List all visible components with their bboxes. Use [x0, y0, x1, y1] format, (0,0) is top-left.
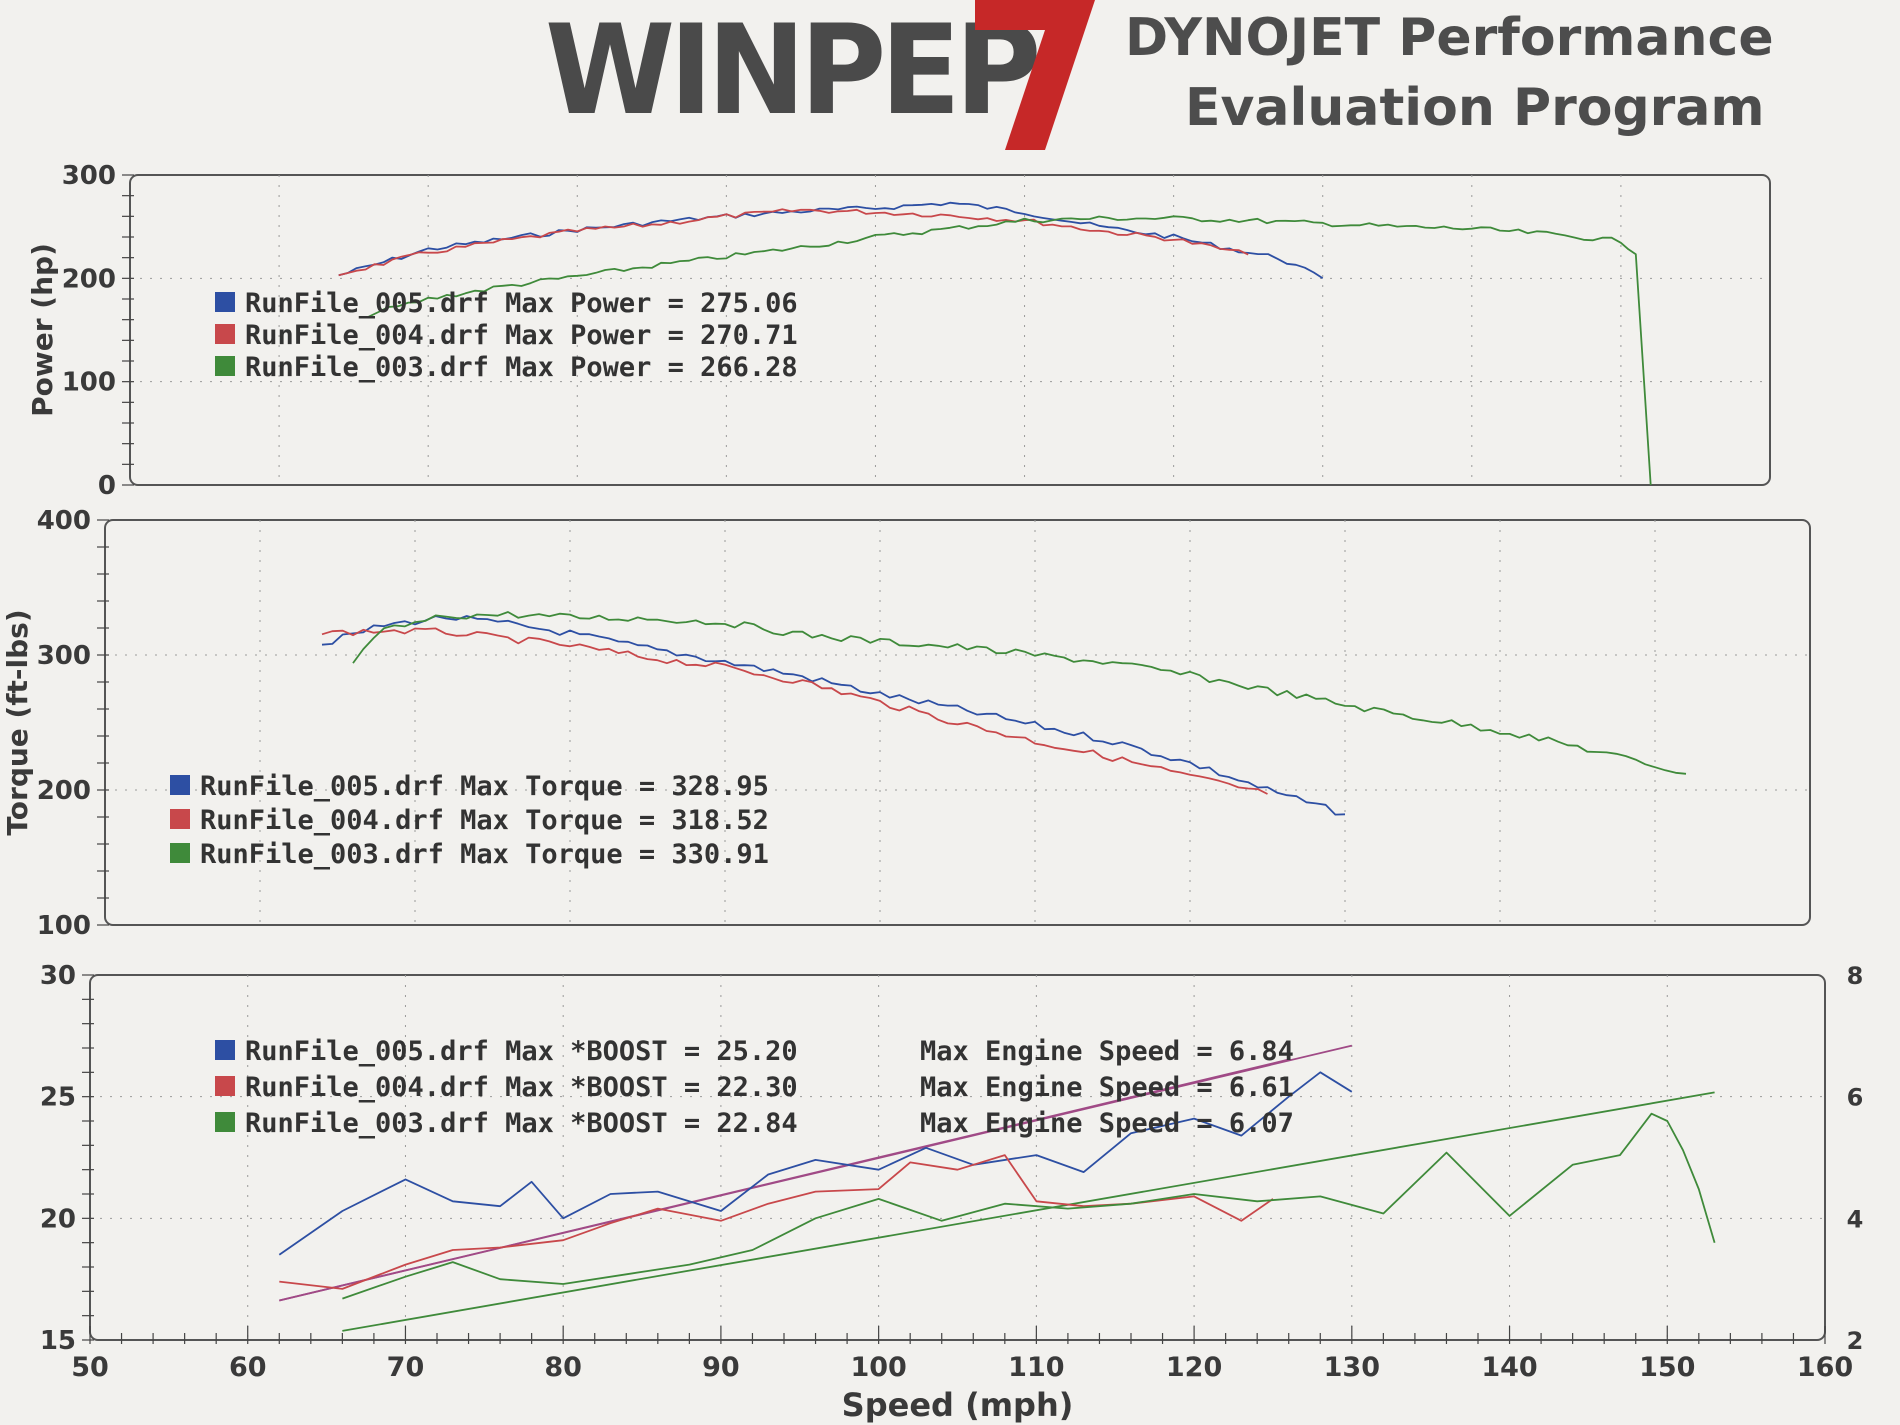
dynojet-title: DYNOJET Performance [1125, 8, 1774, 68]
y-tick-label: 20 [40, 1204, 76, 1234]
x-tick-label: 140 [1481, 1352, 1537, 1383]
y-tick-label: 100 [62, 368, 116, 398]
legend-swatch [215, 1040, 235, 1060]
y-tick-label: 100 [37, 911, 91, 941]
x-tick-label: 100 [850, 1352, 906, 1383]
x-tick-label: 80 [544, 1352, 582, 1383]
y-tick-label: 400 [37, 506, 91, 536]
legend-label: RunFile_004.drf Max Torque = 318.52 [200, 805, 769, 836]
x-tick-label: 90 [702, 1352, 740, 1383]
x-tick-label: 60 [229, 1352, 267, 1383]
legend-swatch [215, 356, 235, 376]
chart-panel-torque: 100 200 300 400 Torque (ft-lbs) RunFile_005.d… [1, 506, 1811, 941]
legend-swatch [215, 1076, 235, 1096]
y2-tick-label: 8 [1847, 962, 1864, 990]
chart-panel-power: 0 100 200 300 Power (hp) RunFile_005.drf Max … [26, 161, 1771, 501]
legend-swatch [170, 843, 190, 863]
y-tick-label: 300 [37, 641, 91, 671]
panel-frame [129, 174, 1771, 486]
y-tick-label: 200 [62, 264, 116, 294]
x-tick-label: 150 [1639, 1352, 1695, 1383]
x-tick-label: 120 [1166, 1352, 1222, 1383]
legend-label: RunFile_004.drf Max Power = 270.71 [245, 320, 798, 351]
legend-engine-speed-label: Max Engine Speed = 6.84 [920, 1036, 1294, 1067]
winpep-logo: WINPEP [545, 0, 1041, 143]
header: WINPEP 7 DYNOJET Performance Evaluation … [0, 0, 1900, 160]
y-tick-label: 15 [40, 1326, 76, 1356]
series-line-runfile_005 [338, 201, 1324, 280]
legend-label: RunFile_005.drf Max *BOOST = 25.20 [245, 1036, 798, 1067]
y-tick-label: 25 [40, 1083, 76, 1113]
y2-tick-label: 6 [1847, 1084, 1864, 1112]
engine-speed-line-runfile_004 [279, 1058, 1289, 1302]
y-tick-label: 30 [40, 961, 76, 991]
legend-engine-speed-label: Max Engine Speed = 6.07 [920, 1108, 1294, 1139]
legend-label: RunFile_005.drf Max Power = 275.06 [245, 288, 798, 319]
chart-panel-boost: 15 20 25 30 2 4 6 8 50 60 70 80 90 100 110 120 130 140 150… [40, 961, 1864, 1424]
series-line-runfile_005 [321, 615, 1346, 816]
legend-swatch [215, 324, 235, 344]
series-line-runfile_004 [338, 208, 1249, 277]
panel-frame [104, 519, 1811, 926]
legend-swatch [215, 1112, 235, 1132]
y-axis-label: Torque (ft-lbs) [1, 609, 34, 835]
x-tick-label: 110 [1008, 1352, 1064, 1383]
series-line-runfile_005 [278, 1071, 1353, 1256]
series-line-runfile_003 [342, 1112, 1716, 1300]
x-axis-label: Speed (mph) [842, 1386, 1074, 1424]
legend-engine-speed-label: Max Engine Speed = 6.61 [920, 1072, 1294, 1103]
legend-label: RunFile_003.drf Max Torque = 330.91 [200, 839, 769, 870]
legend-label: RunFile_003.drf Max *BOOST = 22.84 [245, 1108, 798, 1139]
panel-frame [89, 974, 1826, 1341]
x-tick-label: 70 [387, 1352, 425, 1383]
series-line-runfile_003 [368, 215, 1652, 486]
legend-label: RunFile_003.drf Max Power = 266.28 [245, 352, 798, 383]
engine-speed-line-runfile_003 [342, 1091, 1715, 1332]
legend-label: RunFile_005.drf Max Torque = 328.95 [200, 771, 769, 802]
series-line-runfile_004 [321, 627, 1268, 795]
y-tick-label: 200 [37, 776, 91, 806]
winpep-seven-logo: 7 [975, 0, 1095, 150]
x-tick-label: 130 [1324, 1352, 1380, 1383]
series-line-runfile_003 [352, 611, 1687, 775]
y2-tick-label: 2 [1847, 1327, 1864, 1355]
legend-swatch [170, 775, 190, 795]
legend-swatch [170, 809, 190, 829]
y-tick-label: 300 [62, 161, 116, 191]
dynojet-subtitle: Evaluation Program [1185, 78, 1765, 138]
legend-swatch [215, 292, 235, 312]
y-tick-label: 0 [98, 471, 116, 501]
legend-label: RunFile_004.drf Max *BOOST = 22.30 [245, 1072, 798, 1103]
x-tick-label: 160 [1797, 1352, 1853, 1383]
x-tick-label: 50 [71, 1352, 109, 1383]
y-axis-label: Power (hp) [26, 243, 59, 417]
y2-tick-label: 4 [1847, 1205, 1864, 1233]
